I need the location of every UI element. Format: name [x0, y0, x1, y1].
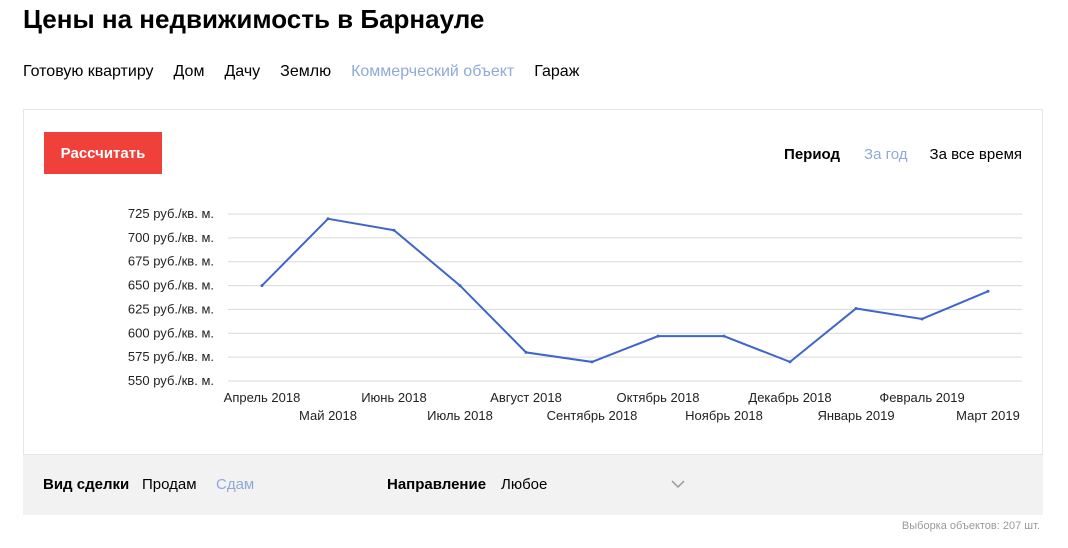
data-point [920, 317, 924, 321]
sample-count: Выборка объектов: 207 шт. [901, 520, 1040, 532]
x-tick-label: Апрель 2018 [224, 390, 301, 405]
chevron-down-icon [671, 480, 685, 489]
x-tick-label: Июль 2018 [427, 408, 493, 423]
category-tab-house[interactable]: Дом [173, 63, 205, 80]
data-point [458, 284, 462, 288]
y-tick-label: 700 руб./кв. м. [128, 230, 214, 245]
y-tick-label: 725 руб./кв. м. [128, 206, 214, 221]
deal-option-rent[interactable]: Сдам [216, 476, 255, 493]
x-tick-label: Декабрь 2018 [748, 390, 831, 405]
data-point [986, 289, 990, 293]
direction-label: Направление [387, 476, 487, 493]
page-title: Цены на недвижимость в Барнауле [23, 4, 485, 34]
data-point [722, 334, 726, 338]
period-option-year[interactable]: За год [864, 146, 908, 163]
x-tick-label: Июнь 2018 [361, 390, 427, 405]
x-tick-label: Февраль 2019 [879, 390, 964, 405]
data-point [590, 360, 594, 364]
data-point [392, 228, 396, 232]
data-point [260, 284, 264, 288]
category-tab-dacha[interactable]: Дачу [224, 63, 261, 80]
category-tab-apartment[interactable]: Готовую квартиру [23, 63, 154, 80]
category-tab-garage[interactable]: Гараж [534, 63, 580, 80]
period-option-all-time[interactable]: За все время [929, 146, 1022, 163]
data-point [326, 217, 330, 221]
x-tick-label: Ноябрь 2018 [685, 408, 763, 423]
y-tick-label: 600 руб./кв. м. [128, 325, 214, 340]
y-tick-label: 650 руб./кв. м. [128, 278, 214, 293]
deal-type-label: Вид сделки [43, 476, 130, 493]
price-line-chart: 550 руб./кв. м. 575 руб./кв. м. 600 руб./к… [128, 206, 1022, 423]
category-tabs: Готовую квартиру Дом Дачу Землю Коммерче… [23, 62, 599, 82]
x-tick-label: Май 2018 [299, 408, 357, 423]
y-tick-label: 575 руб./кв. м. [128, 349, 214, 364]
data-point [656, 334, 660, 338]
data-point [788, 360, 792, 364]
calculate-button[interactable]: Рассчитать [44, 132, 162, 174]
data-point [524, 350, 528, 354]
filter-bar: Вид сделки Продам Сдам Направление Любое [23, 455, 1043, 515]
x-tick-label: Сентябрь 2018 [547, 408, 638, 423]
y-tick-label: 625 руб./кв. м. [128, 301, 214, 316]
x-tick-label: Январь 2019 [817, 408, 894, 423]
direction-select-value: Любое [501, 476, 548, 493]
x-tick-label: Август 2018 [490, 390, 562, 405]
x-tick-label: Октябрь 2018 [617, 390, 700, 405]
price-chart-card: Рассчитать Период За год За все время 55… [23, 109, 1043, 455]
category-tab-land[interactable]: Землю [280, 63, 332, 80]
period-selector: Период За год За все время [784, 146, 1022, 163]
y-tick-label: 550 руб./кв. м. [128, 373, 214, 388]
data-point [854, 306, 858, 310]
deal-option-sell[interactable]: Продам [142, 476, 197, 493]
direction-select[interactable]: Любое [501, 469, 691, 501]
period-label: Период [784, 146, 841, 163]
y-tick-label: 675 руб./кв. м. [128, 254, 214, 269]
category-tab-commercial[interactable]: Коммерческий объект [351, 63, 515, 80]
price-series-line [261, 217, 989, 364]
x-tick-label: Март 2019 [956, 408, 1020, 423]
